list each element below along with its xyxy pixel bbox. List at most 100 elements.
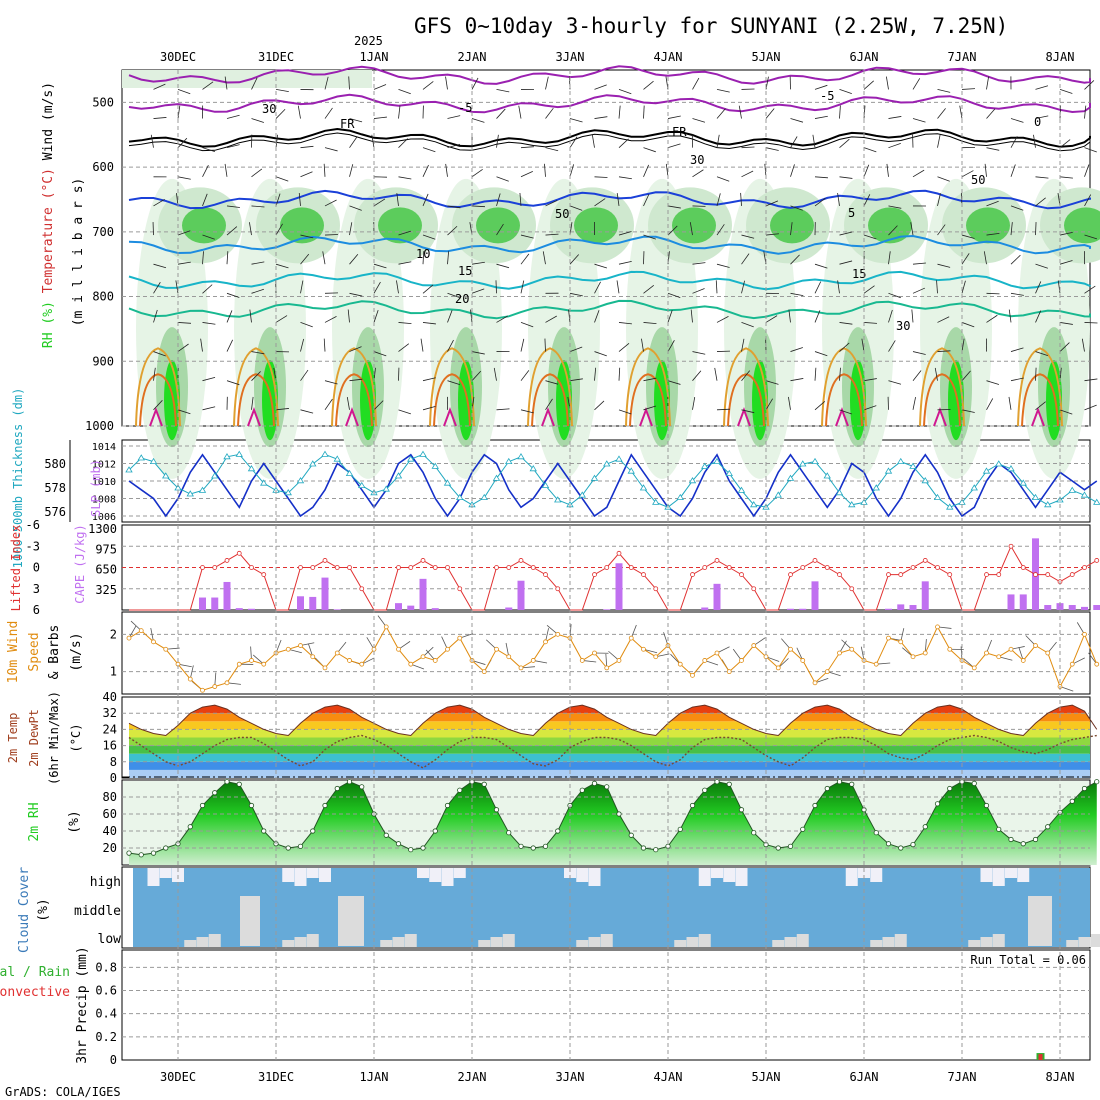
wind-barb [422, 377, 436, 382]
wind-barb [986, 398, 994, 411]
wind-barb [814, 84, 828, 90]
date-label-bottom: 6JAN [850, 1070, 879, 1084]
thickness-marker [382, 485, 390, 492]
lifted-index-marker [359, 586, 365, 592]
rh-marker [322, 802, 328, 809]
thickness-marker [995, 460, 1003, 467]
lifted-index-marker [1008, 543, 1014, 549]
wind-barb [667, 115, 681, 119]
cloud-layer: high middle low [74, 868, 1100, 947]
rh-marker [689, 802, 696, 809]
wind-axis-label: 10m Wind [6, 621, 21, 684]
wind-barb [251, 371, 261, 381]
wind-barb [373, 263, 387, 269]
wind-speed-marker [457, 635, 463, 641]
rh-marker [1081, 785, 1088, 792]
dewpoint-line [128, 734, 1097, 769]
contour-label: 30 [690, 153, 704, 167]
wind-barb [349, 346, 362, 352]
wind-barb [912, 78, 921, 90]
thickness-marker [909, 462, 917, 469]
wind-barb [202, 251, 204, 265]
wind-barb [323, 338, 326, 352]
rh-marker [420, 845, 426, 851]
wind-barb [790, 136, 798, 148]
lifted-index-marker [592, 572, 597, 577]
wind-barb [226, 205, 240, 208]
wind-speed-marker [151, 639, 156, 645]
wind-speed-marker [898, 639, 904, 645]
thickness-marker [345, 469, 354, 476]
wind-speed-marker [310, 654, 316, 660]
wind-barb [1035, 401, 1046, 411]
wind-barb [716, 224, 725, 236]
rh-marker [334, 785, 340, 792]
isotherm-arch [825, 373, 863, 427]
wind-barb [936, 280, 938, 294]
rh-marker [726, 781, 732, 787]
wind-barb [765, 147, 779, 151]
cloud-low-bar [294, 937, 307, 947]
wind-speed-marker [910, 654, 916, 660]
year-label: 2025 [354, 34, 383, 48]
isotherm-line [128, 132, 1091, 152]
cloud-low-bar [1078, 937, 1091, 947]
thickness-marker [921, 477, 929, 484]
isotherm-arch [331, 347, 377, 427]
cloud-low-bar [196, 937, 209, 947]
wind-speed-marker [347, 658, 352, 663]
wind-barb [618, 138, 629, 148]
cape-bar [921, 581, 929, 610]
lifted-index-marker [837, 572, 842, 577]
wind-barb [986, 232, 1000, 236]
lifted-index-marker [641, 572, 646, 577]
wind-barb [594, 310, 600, 323]
wind-barb [349, 222, 353, 236]
thickness-marker [603, 460, 611, 467]
wind-barb [983, 251, 987, 265]
wind-barb [863, 164, 870, 177]
wind-barb [520, 146, 534, 149]
temp-axis-label: (°C) [69, 724, 83, 753]
cloud-level-label: middle [74, 904, 121, 919]
wind-barb [961, 370, 971, 381]
wind-speed-marker [800, 658, 806, 663]
wind-barb [544, 163, 546, 177]
thickness-marker [1019, 479, 1027, 486]
thickness-marker [456, 493, 464, 500]
wind-barb [275, 223, 283, 236]
thickness-marker [774, 491, 782, 498]
rh-marker [836, 779, 843, 785]
wind-barb [790, 164, 795, 177]
wind-barb [741, 234, 755, 239]
thickness-marker [1068, 486, 1076, 493]
cloud-low-bar [588, 937, 601, 947]
wind-barb [1035, 281, 1042, 294]
wind-barb [888, 205, 902, 209]
wind-barb [765, 108, 775, 119]
wind-barb [594, 176, 608, 178]
wind-axis-label: (m/s) [69, 632, 84, 671]
wind-barb [937, 108, 946, 119]
rh-marker [359, 784, 365, 790]
rh-marker [1020, 841, 1026, 847]
rh-marker [383, 832, 389, 838]
thickness-marker [137, 454, 145, 461]
thickness-marker [872, 484, 880, 491]
wind-barb [153, 351, 166, 357]
cape-bar [333, 609, 341, 610]
wind-speed-marker [1008, 646, 1014, 652]
wind-barb [373, 351, 387, 357]
rh-marker [506, 830, 512, 836]
cloud-low-bar [392, 937, 405, 947]
cape-bar [199, 597, 206, 610]
wind-speed-marker [653, 654, 659, 660]
wind-barb [959, 105, 963, 119]
rh-marker [996, 826, 1002, 832]
rh-shade-high [476, 207, 520, 244]
temp-band [129, 737, 1090, 746]
rh-marker [616, 811, 622, 817]
wind-barb [495, 280, 497, 294]
lifted-index-marker [261, 572, 267, 577]
lifted-index-marker [530, 565, 536, 570]
